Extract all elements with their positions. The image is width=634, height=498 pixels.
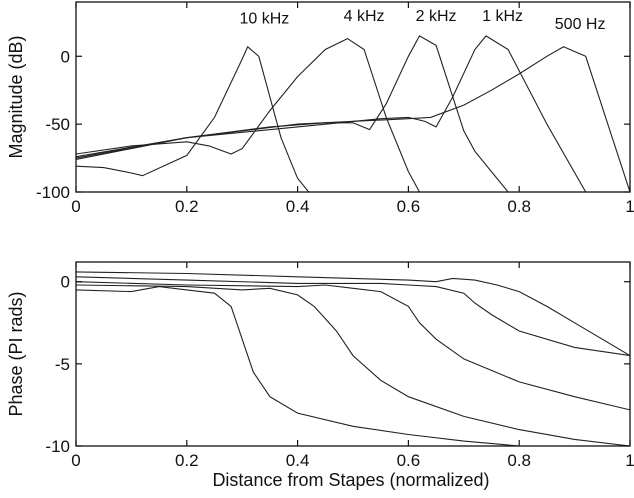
plot-frame — [75, 1, 631, 193]
series-line-3 — [76, 35, 509, 192]
y-axis-label: Magnitude (dB) — [6, 35, 26, 158]
y-tick-label: 0 — [61, 47, 70, 66]
x-tick-label: 0.8 — [507, 197, 531, 216]
x-tick-label: 1 — [625, 451, 634, 470]
annotation-label: 1 kHz — [482, 8, 523, 25]
annotation-label: 500 Hz — [555, 16, 606, 33]
series-line-4 — [76, 276, 630, 357]
series-line-1 — [76, 286, 547, 446]
x-tick-label: 0.6 — [397, 451, 421, 470]
y-tick-label: 0 — [61, 273, 70, 292]
annotation-label: 4 kHz — [344, 8, 385, 25]
x-tick-label: 0 — [71, 451, 80, 470]
x-tick-label: 0.2 — [175, 451, 199, 470]
series-line-1 — [76, 45, 310, 192]
y-tick-label: -5 — [55, 355, 70, 374]
x-tick-label: 0.4 — [286, 197, 310, 216]
x-tick-label: 0.4 — [286, 451, 310, 470]
y-tick-label: -50 — [45, 115, 70, 134]
series-line-5 — [76, 46, 630, 192]
x-tick-label: 1 — [625, 197, 634, 216]
series-line-2 — [76, 37, 420, 192]
x-tick-label: 0.8 — [507, 451, 531, 470]
y-tick-label: -10 — [45, 437, 70, 456]
y-axis-label: Phase (PI rads) — [6, 291, 26, 416]
series-line-2 — [76, 284, 630, 446]
plot-frame — [75, 261, 631, 447]
series-line-5 — [76, 271, 630, 357]
series-line-3 — [76, 281, 630, 411]
annotation-label: 10 kHz — [239, 11, 289, 28]
x-tick-label: 0.6 — [397, 197, 421, 216]
y-tick-label: -100 — [36, 183, 70, 202]
phase-panel: 0 0.2 0.4 0.6 0.8 1 -10 -5 0 Phase (PI rads) Dista… — [6, 261, 634, 490]
magnitude-panel: 0 0.2 0.4 0.6 0.8 1 -100 -50 0 Magnitude (dB) 10 k… — [6, 1, 634, 216]
x-tick-label: 0.2 — [175, 197, 199, 216]
series-line-4 — [76, 35, 587, 192]
x-axis-label: Distance from Stapes (normalized) — [212, 470, 489, 490]
annotation-label: 2 kHz — [416, 8, 457, 25]
x-tick-label: 0 — [71, 197, 80, 216]
